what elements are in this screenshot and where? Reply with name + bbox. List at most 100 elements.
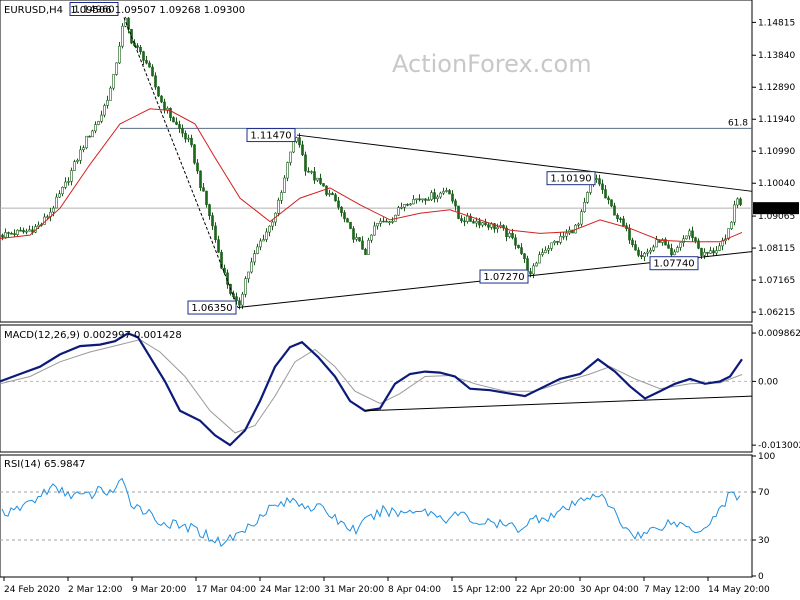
price-tag-box: [649, 256, 699, 271]
candle-body: [553, 241, 556, 244]
x-tick-label: 17 Mar 04:00: [196, 585, 256, 595]
candle-body: [178, 124, 181, 129]
x-tick-label: 14 May 20:00: [708, 585, 770, 595]
x-tick-label: 7 May 12:00: [644, 585, 700, 595]
candle-body: [382, 220, 385, 223]
candle-body: [238, 300, 241, 306]
candle-body: [301, 144, 304, 156]
candle-body: [16, 229, 19, 235]
candle-body: [424, 198, 427, 201]
candle-body: [637, 249, 640, 256]
candle-body: [448, 190, 451, 195]
candle-body: [727, 228, 730, 240]
candle-body: [550, 242, 553, 249]
candle-body: [322, 183, 325, 187]
candle-body: [700, 247, 703, 256]
candle-body: [562, 235, 565, 238]
candle-body: [280, 192, 283, 201]
price-y-tick-label: 1.08115: [758, 244, 795, 254]
candle-body: [163, 101, 166, 111]
candle-body: [436, 196, 439, 200]
candle-body: [289, 151, 292, 163]
candle-body: [586, 192, 589, 203]
candle-body: [385, 220, 388, 223]
candle-body: [19, 229, 22, 232]
candle-body: [196, 162, 199, 172]
candle-body: [547, 248, 550, 251]
candle-body: [205, 190, 208, 205]
rsi-y-tick-label: 30: [758, 536, 770, 546]
candle-body: [397, 207, 400, 216]
candle-body: [484, 222, 487, 225]
candle-body: [136, 45, 139, 48]
candle-body: [655, 239, 658, 248]
candle-body: [13, 233, 16, 235]
candle-body: [364, 249, 367, 255]
candle-body: [241, 293, 244, 306]
macd-panel-title: MACD(12,26,9) 0.002997 0.001428: [4, 330, 182, 341]
macd-y-tick-label: 0.009862: [758, 329, 800, 339]
macd-panel: [0, 324, 753, 453]
candle-body: [613, 205, 616, 216]
candle-body: [298, 137, 301, 146]
candle-body: [538, 254, 541, 264]
candle-body: [193, 144, 196, 164]
candle-body: [406, 204, 409, 206]
candle-body: [673, 251, 676, 256]
candle-body: [94, 124, 97, 132]
candle-body: [535, 262, 538, 267]
candle-body: [250, 261, 253, 273]
candle-body: [634, 244, 637, 251]
candle-body: [715, 250, 718, 254]
candle-body: [310, 171, 313, 173]
candle-body: [694, 237, 697, 242]
candle-body: [598, 178, 601, 185]
candle-body: [313, 171, 316, 181]
price-tag-label: 1.10190: [550, 174, 591, 185]
candle-body: [358, 237, 361, 242]
candle-body: [352, 228, 355, 240]
candle-body: [247, 271, 250, 279]
candle-body: [106, 100, 109, 106]
candle-body: [712, 250, 715, 254]
candle-body: [631, 239, 634, 245]
candle-body: [190, 137, 193, 146]
x-tick-label: 15 Apr 12:00: [452, 585, 511, 595]
candle-body: [532, 265, 535, 275]
candle-body: [355, 237, 358, 240]
candle-body: [556, 241, 559, 243]
candle-body: [412, 199, 415, 205]
current-price-marker: [753, 202, 799, 215]
candle-body: [610, 199, 613, 207]
candle-body: [418, 198, 421, 201]
price-panel: [0, 0, 753, 323]
rsi-y-tick-label: 100: [758, 452, 775, 462]
macd-main-line: [0, 332, 743, 447]
macd-y-tick-label: 0.00: [758, 377, 778, 387]
candle-body: [115, 62, 118, 75]
candle-body: [439, 192, 442, 198]
candle-body: [235, 296, 238, 301]
candle-body: [334, 194, 337, 202]
price-y-tick-label: 1.07165: [758, 276, 795, 286]
candle-body: [70, 170, 73, 182]
candle-body: [652, 246, 655, 251]
candle-body: [256, 246, 259, 254]
candle-body: [691, 230, 694, 238]
candle-body: [64, 181, 67, 188]
candle-body: [451, 193, 454, 202]
candle-body: [73, 161, 76, 171]
candle-body: [505, 227, 508, 237]
candle-body: [304, 154, 307, 172]
candle-body: [346, 218, 349, 223]
candle-body: [112, 74, 115, 89]
candle-body: [670, 248, 673, 256]
candle-body: [379, 220, 382, 224]
candle-body: [61, 187, 64, 195]
candle-body: [4, 232, 7, 238]
candle-body: [343, 212, 346, 220]
candle-body: [169, 108, 172, 118]
candle-body: [55, 196, 58, 209]
candle-body: [688, 230, 691, 237]
